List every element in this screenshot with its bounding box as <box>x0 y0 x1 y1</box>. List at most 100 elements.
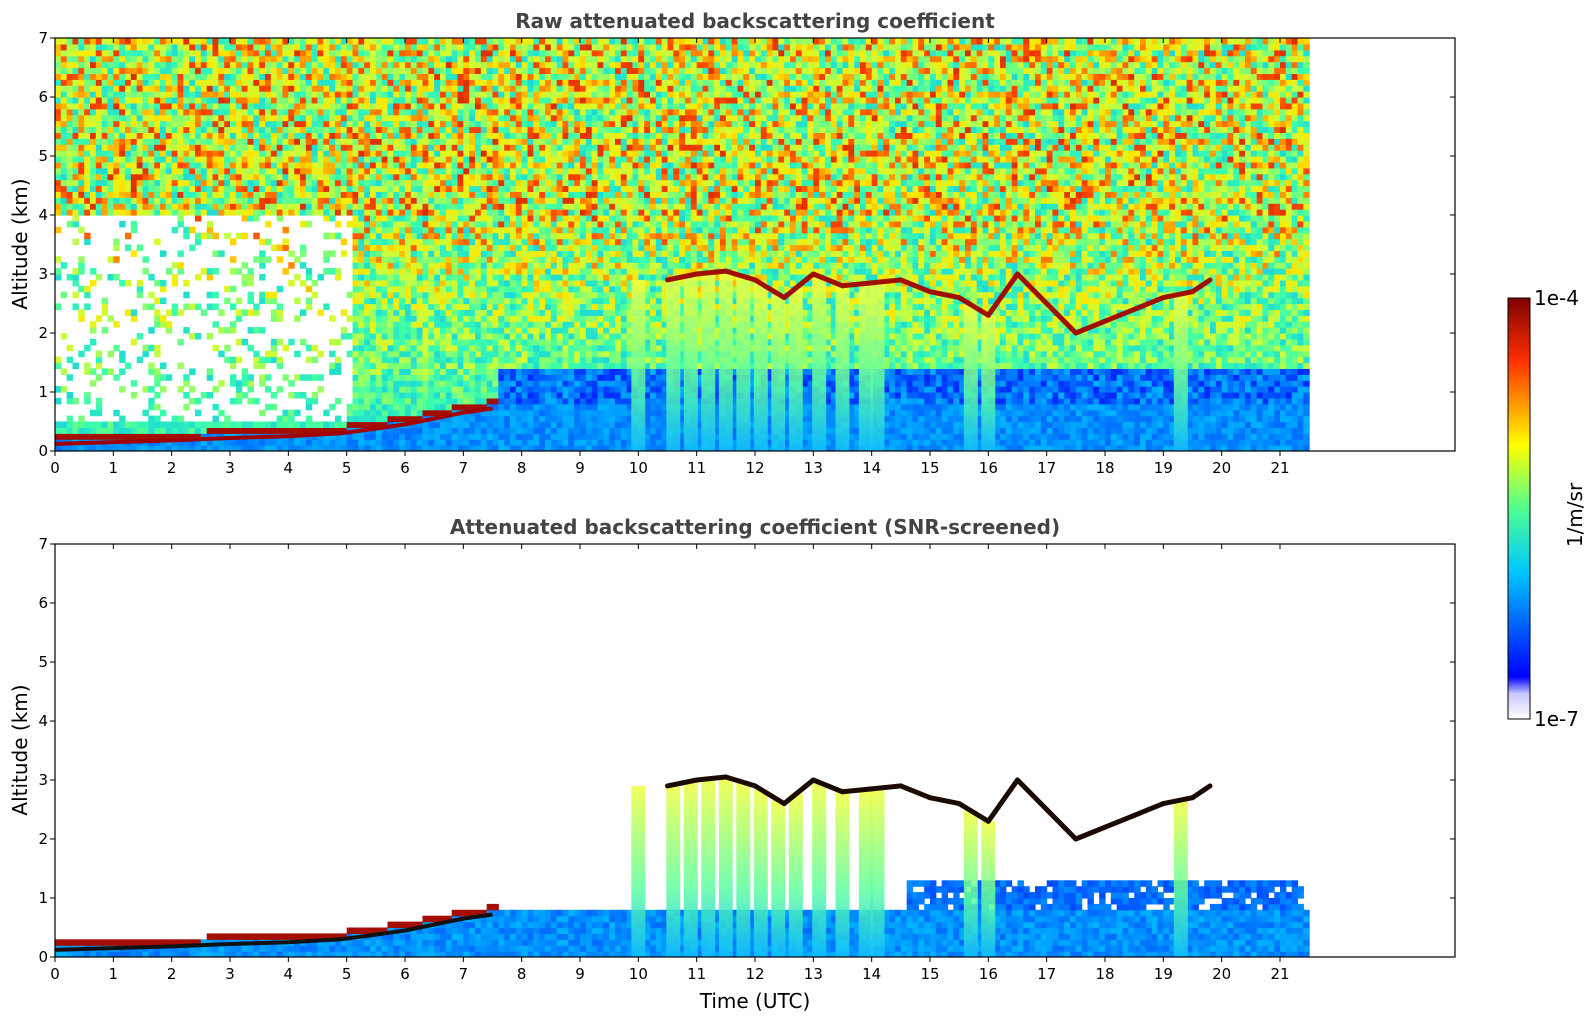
heatmap-cell <box>183 445 190 451</box>
heatmap-cell <box>550 244 558 251</box>
heatmap-cell <box>434 73 441 80</box>
heatmap-cell <box>486 362 494 369</box>
heatmap-cell <box>270 309 278 316</box>
heatmap-cell <box>556 73 564 80</box>
heatmap-cell <box>428 203 435 210</box>
heatmap-cell <box>329 102 336 110</box>
heatmap-cell <box>574 321 581 328</box>
heatmap-cell <box>130 85 138 92</box>
heatmap-cell <box>539 108 546 116</box>
heatmap-cell <box>457 327 464 334</box>
heatmap-cell <box>323 303 330 310</box>
heatmap-cell <box>311 179 319 187</box>
heatmap-cell <box>463 285 470 293</box>
heatmap-cell <box>200 232 208 240</box>
heatmap-cell <box>55 433 62 440</box>
heatmap-cell <box>521 79 529 86</box>
heatmap-cell <box>235 85 243 92</box>
heatmap-cell <box>294 55 301 63</box>
heatmap-cell <box>539 67 546 74</box>
heatmap-cell <box>457 220 464 228</box>
heatmap-cell <box>521 262 529 269</box>
heatmap-cell <box>165 43 173 51</box>
heatmap-cell <box>393 439 400 446</box>
heatmap-cell <box>463 209 470 216</box>
heatmap-cell <box>364 197 371 204</box>
heatmap-cell <box>492 67 499 74</box>
heatmap-cell <box>346 173 354 181</box>
heatmap-cell <box>358 138 365 145</box>
heatmap-cell <box>521 268 529 275</box>
heatmap-cell <box>405 203 412 210</box>
heatmap-cell <box>445 256 453 263</box>
heatmap-cell <box>550 291 558 299</box>
heatmap-cell <box>527 150 534 157</box>
heatmap-cell <box>370 244 377 251</box>
heatmap-cell <box>498 197 505 204</box>
heatmap-cell <box>399 297 406 305</box>
heatmap-cell <box>405 232 412 240</box>
heatmap-cell <box>148 197 155 204</box>
heatmap-cell <box>504 344 511 352</box>
heatmap-cell <box>387 433 394 440</box>
heatmap-cell <box>498 415 505 423</box>
heatmap-cell <box>218 421 225 428</box>
heatmap-cell <box>457 333 464 340</box>
heatmap-cell <box>521 150 529 157</box>
heatmap-cell <box>125 421 132 428</box>
heatmap-cell <box>265 144 272 151</box>
heatmap-cell <box>568 321 575 328</box>
heatmap-cell <box>311 49 319 57</box>
heatmap-cell <box>241 167 249 175</box>
heatmap-cell <box>253 49 260 57</box>
heatmap-cell <box>492 79 499 86</box>
heatmap-cell <box>148 132 155 139</box>
heatmap-cell <box>416 368 424 375</box>
heatmap-cell <box>387 49 394 57</box>
heatmap-cell <box>405 91 412 98</box>
heatmap-cell <box>568 274 575 281</box>
heatmap-cell <box>399 338 406 346</box>
heatmap-cell <box>504 173 511 181</box>
heatmap-cell <box>95 67 103 74</box>
heatmap-cell <box>498 49 505 57</box>
heatmap-cell <box>550 250 558 257</box>
heatmap-cell <box>189 209 196 216</box>
heatmap-cell <box>521 256 529 263</box>
heatmap-cell <box>352 226 359 234</box>
heatmap-cell <box>574 356 581 364</box>
heatmap-cell <box>189 55 196 63</box>
heatmap-cell <box>469 285 476 293</box>
heatmap-cell <box>545 79 552 86</box>
heatmap-cell <box>405 262 412 269</box>
heatmap-cell <box>399 415 406 423</box>
heatmap-cell <box>463 303 470 310</box>
heatmap-cell <box>55 226 62 234</box>
heatmap-cell <box>142 55 149 63</box>
heatmap-cell <box>259 209 266 216</box>
heatmap-cell <box>475 362 482 369</box>
heatmap-cell <box>440 185 447 192</box>
heatmap-cell <box>364 262 371 269</box>
heatmap-cell <box>224 209 231 216</box>
heatmap-cell <box>521 285 529 293</box>
heatmap-cell <box>504 144 511 151</box>
heatmap-cell <box>352 61 359 69</box>
heatmap-cell <box>416 61 424 69</box>
heatmap-cell <box>451 344 459 352</box>
heatmap-cell <box>358 114 365 122</box>
heatmap-cell <box>399 262 406 269</box>
heatmap-cell <box>469 250 476 257</box>
heatmap-cell <box>335 120 342 128</box>
heatmap-cell <box>370 67 377 74</box>
heatmap-cell <box>119 386 126 393</box>
heatmap-cell <box>486 427 494 434</box>
heatmap-cell <box>410 61 418 69</box>
heatmap-cell <box>550 61 558 69</box>
heatmap-cell <box>305 108 313 116</box>
heatmap-cell <box>136 191 144 198</box>
heatmap-cell <box>130 427 138 434</box>
heatmap-cell <box>457 150 464 157</box>
heatmap-cell <box>463 333 470 340</box>
